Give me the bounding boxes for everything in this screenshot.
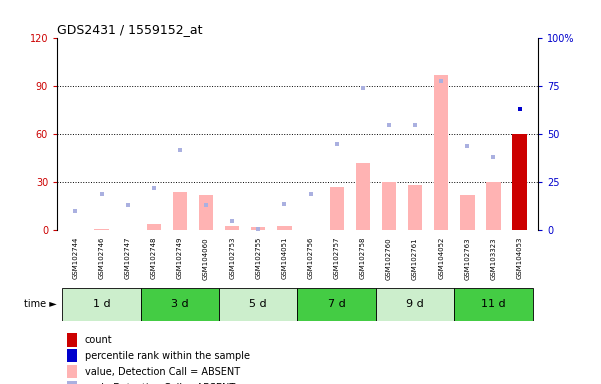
Text: 5 d: 5 d xyxy=(249,299,267,310)
Bar xyxy=(147,224,161,230)
Bar xyxy=(67,381,78,384)
Text: GSM104060: GSM104060 xyxy=(203,237,209,280)
Bar xyxy=(408,185,423,230)
Text: time ►: time ► xyxy=(24,299,56,310)
Text: GSM104051: GSM104051 xyxy=(281,237,287,280)
Text: GSM102753: GSM102753 xyxy=(229,237,235,280)
Text: percentile rank within the sample: percentile rank within the sample xyxy=(85,351,249,361)
Bar xyxy=(297,288,376,321)
Text: 9 d: 9 d xyxy=(406,299,424,310)
Bar xyxy=(251,227,266,230)
Text: GSM102755: GSM102755 xyxy=(255,237,261,280)
Bar xyxy=(63,288,141,321)
Text: GSM102760: GSM102760 xyxy=(386,237,392,280)
Bar xyxy=(356,163,370,230)
Text: GSM102749: GSM102749 xyxy=(177,237,183,280)
Text: GSM102744: GSM102744 xyxy=(72,237,78,280)
Bar xyxy=(67,365,78,379)
Text: GSM104053: GSM104053 xyxy=(517,237,523,280)
Bar xyxy=(67,333,78,346)
Text: count: count xyxy=(85,335,112,345)
Text: GSM102747: GSM102747 xyxy=(124,237,130,280)
Bar xyxy=(277,225,291,230)
Text: GSM102758: GSM102758 xyxy=(360,237,366,280)
Text: 11 d: 11 d xyxy=(481,299,506,310)
Text: GDS2431 / 1559152_at: GDS2431 / 1559152_at xyxy=(57,23,203,36)
Text: rank, Detection Call = ABSENT: rank, Detection Call = ABSENT xyxy=(85,383,235,384)
Text: 1 d: 1 d xyxy=(93,299,111,310)
Bar xyxy=(382,182,396,230)
Bar xyxy=(67,349,78,362)
Bar xyxy=(329,187,344,230)
Text: GSM102748: GSM102748 xyxy=(151,237,157,280)
Text: GSM102761: GSM102761 xyxy=(412,237,418,280)
Bar xyxy=(513,134,527,230)
Bar xyxy=(94,229,109,230)
Text: GSM102746: GSM102746 xyxy=(99,237,105,280)
Bar xyxy=(225,225,239,230)
Text: 3 d: 3 d xyxy=(171,299,189,310)
Text: GSM104052: GSM104052 xyxy=(438,237,444,280)
Bar xyxy=(454,288,532,321)
Bar xyxy=(172,192,187,230)
Text: GSM102763: GSM102763 xyxy=(465,237,471,280)
Bar xyxy=(219,288,297,321)
Bar xyxy=(199,195,213,230)
Bar xyxy=(376,288,454,321)
Text: value, Detection Call = ABSENT: value, Detection Call = ABSENT xyxy=(85,367,240,377)
Text: GSM103323: GSM103323 xyxy=(490,237,496,280)
Bar xyxy=(460,195,475,230)
Text: GSM102757: GSM102757 xyxy=(334,237,340,280)
Text: 7 d: 7 d xyxy=(328,299,346,310)
Bar xyxy=(434,75,448,230)
Bar xyxy=(141,288,219,321)
Bar xyxy=(486,182,501,230)
Text: GSM102756: GSM102756 xyxy=(308,237,314,280)
